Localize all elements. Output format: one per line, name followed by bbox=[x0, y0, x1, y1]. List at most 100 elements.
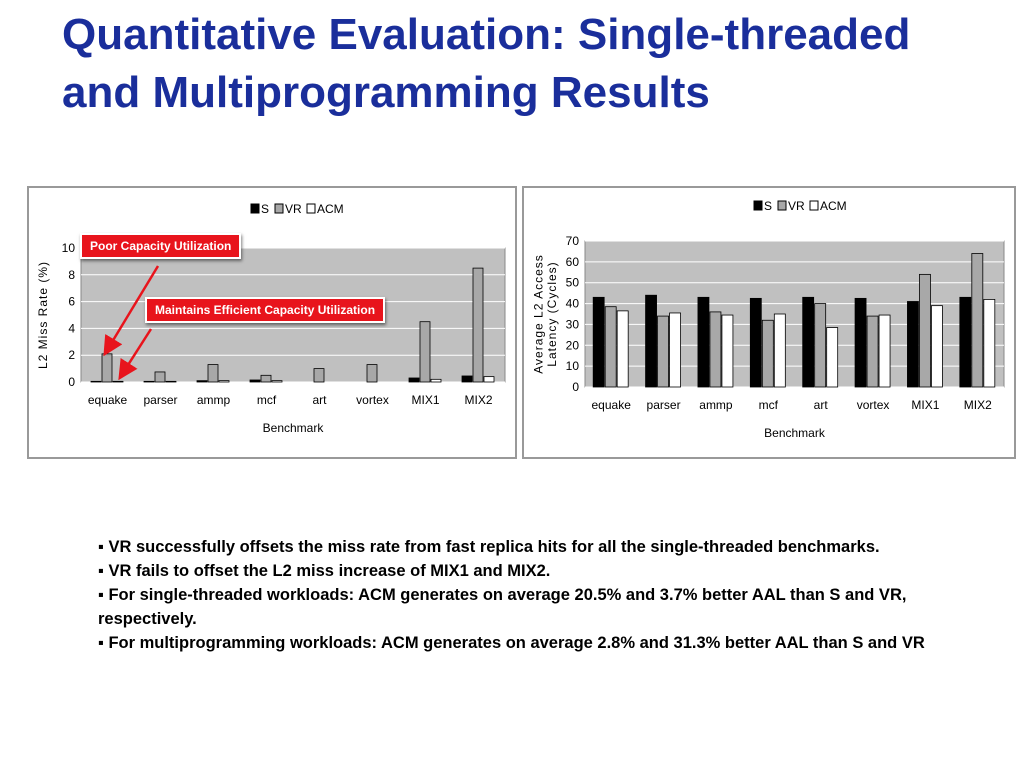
y-tick-label: 8 bbox=[68, 268, 75, 282]
bar-acm bbox=[669, 312, 681, 388]
slide-title: Quantitative Evaluation: Single-threaded… bbox=[62, 10, 911, 117]
bar-vr bbox=[313, 368, 325, 383]
bar-s bbox=[249, 379, 261, 383]
bar-vr bbox=[604, 306, 617, 388]
y-tick-label: 0 bbox=[68, 375, 75, 389]
bar-s bbox=[461, 375, 473, 383]
bar-vr bbox=[472, 267, 484, 383]
x-tick-label: parser bbox=[647, 398, 681, 412]
bar-vr bbox=[207, 364, 219, 383]
bar-acm bbox=[878, 314, 891, 388]
bar-acm bbox=[430, 378, 442, 383]
bar-s bbox=[854, 297, 867, 388]
x-tick-label: MIX2 bbox=[464, 393, 492, 407]
bar-s bbox=[645, 294, 657, 388]
bar-s bbox=[749, 297, 762, 388]
legend-label: VR bbox=[788, 199, 805, 213]
y-tick-label: 2 bbox=[68, 348, 75, 362]
y-tick-label: 20 bbox=[566, 338, 580, 352]
bar-vr bbox=[366, 364, 378, 383]
bar-acm bbox=[271, 380, 283, 383]
bar-acm bbox=[165, 380, 177, 383]
bar-vr bbox=[971, 253, 984, 388]
bar-vr bbox=[919, 273, 931, 388]
bullet-item: VR fails to offset the L2 miss increase … bbox=[98, 559, 948, 583]
latency-chart-panel: 0 10 20 30 40 50 60 70 equake parser ammp mcf art vor… bbox=[522, 186, 1016, 459]
bar-vr bbox=[866, 315, 879, 388]
y-tick-label: 30 bbox=[566, 317, 580, 331]
bar-acm bbox=[773, 313, 786, 388]
bar-s bbox=[697, 296, 710, 388]
bar-s bbox=[959, 296, 972, 388]
legend-swatch bbox=[753, 200, 763, 211]
x-tick-label: MIX1 bbox=[911, 398, 939, 412]
legend-label: S bbox=[261, 202, 269, 216]
y-tick-label: 10 bbox=[566, 359, 580, 373]
bar-vr bbox=[709, 311, 722, 388]
legend-swatch bbox=[306, 203, 316, 214]
legend-label: S bbox=[764, 199, 772, 213]
y-axis-label: L2 Miss Rate (%) bbox=[36, 261, 50, 369]
bullet-list: VR successfully offsets the miss rate fr… bbox=[98, 535, 948, 655]
y-tick-label: 60 bbox=[566, 255, 580, 269]
bar-s bbox=[907, 301, 919, 388]
bar-s bbox=[592, 296, 605, 388]
latency-chart: 0 10 20 30 40 50 60 70 equake parser ammp mcf art vor… bbox=[531, 199, 1005, 440]
y-tick-label: 6 bbox=[68, 295, 75, 309]
bar-acm bbox=[112, 380, 124, 383]
bullet-item: For single-threaded workloads: ACM gener… bbox=[98, 583, 948, 631]
bar-acm bbox=[826, 327, 839, 388]
bar-vr bbox=[657, 315, 669, 388]
callout-poor-capacity: Poor Capacity Utilization bbox=[80, 233, 242, 259]
bar-vr bbox=[814, 303, 827, 388]
x-tick-label: equake bbox=[592, 398, 632, 412]
bar-s bbox=[143, 380, 155, 383]
y-tick-label: 10 bbox=[62, 241, 76, 255]
legend-label: VR bbox=[285, 202, 302, 216]
y-tick-label: 50 bbox=[566, 276, 580, 290]
bar-s bbox=[802, 296, 815, 388]
bar-vr bbox=[260, 374, 272, 383]
legend-swatch bbox=[777, 200, 787, 211]
x-tick-label: MIX2 bbox=[964, 398, 992, 412]
bar-s bbox=[408, 377, 420, 383]
bar-acm bbox=[483, 376, 495, 383]
bar-vr bbox=[419, 321, 431, 383]
bar-vr bbox=[101, 353, 113, 383]
bar-acm bbox=[616, 310, 629, 388]
x-tick-label: mcf bbox=[257, 393, 277, 407]
x-tick-label: ammp bbox=[197, 393, 231, 407]
bar-acm bbox=[218, 380, 230, 383]
x-tick-label: art bbox=[312, 393, 327, 407]
x-axis-label: Benchmark bbox=[764, 426, 826, 440]
x-tick-label: ammp bbox=[699, 398, 733, 412]
bar-s bbox=[90, 380, 102, 383]
y-axis-label: Average L2 AccessLatency (Cycles) bbox=[531, 254, 559, 374]
x-tick-label: vortex bbox=[857, 398, 890, 412]
legend-swatch bbox=[250, 203, 260, 214]
bar-vr bbox=[154, 371, 166, 383]
legend-swatch bbox=[809, 200, 819, 211]
x-tick-label: art bbox=[814, 398, 829, 412]
legend-label: ACM bbox=[820, 199, 847, 213]
x-tick-label: mcf bbox=[759, 398, 779, 412]
y-tick-label: 4 bbox=[68, 321, 75, 335]
x-axis-label: Benchmark bbox=[263, 421, 325, 435]
legend-label: ACM bbox=[317, 202, 344, 216]
bar-acm bbox=[931, 305, 943, 388]
legend-swatch bbox=[274, 203, 284, 214]
bar-acm bbox=[721, 314, 734, 388]
bullet-item: VR successfully offsets the miss rate fr… bbox=[98, 535, 948, 559]
x-tick-label: equake bbox=[88, 393, 128, 407]
x-tick-label: MIX1 bbox=[411, 393, 439, 407]
bar-acm bbox=[983, 299, 996, 388]
y-tick-label: 0 bbox=[572, 380, 579, 394]
callout-efficient-capacity: Maintains Efficient Capacity Utilization bbox=[145, 297, 386, 323]
y-tick-label: 70 bbox=[566, 234, 580, 248]
y-tick-label: 40 bbox=[566, 297, 580, 311]
bar-s bbox=[196, 380, 208, 383]
bullet-item: For multiprogramming workloads: ACM gene… bbox=[98, 631, 948, 655]
x-tick-label: vortex bbox=[356, 393, 389, 407]
bar-vr bbox=[761, 319, 774, 388]
x-tick-label: parser bbox=[143, 393, 177, 407]
